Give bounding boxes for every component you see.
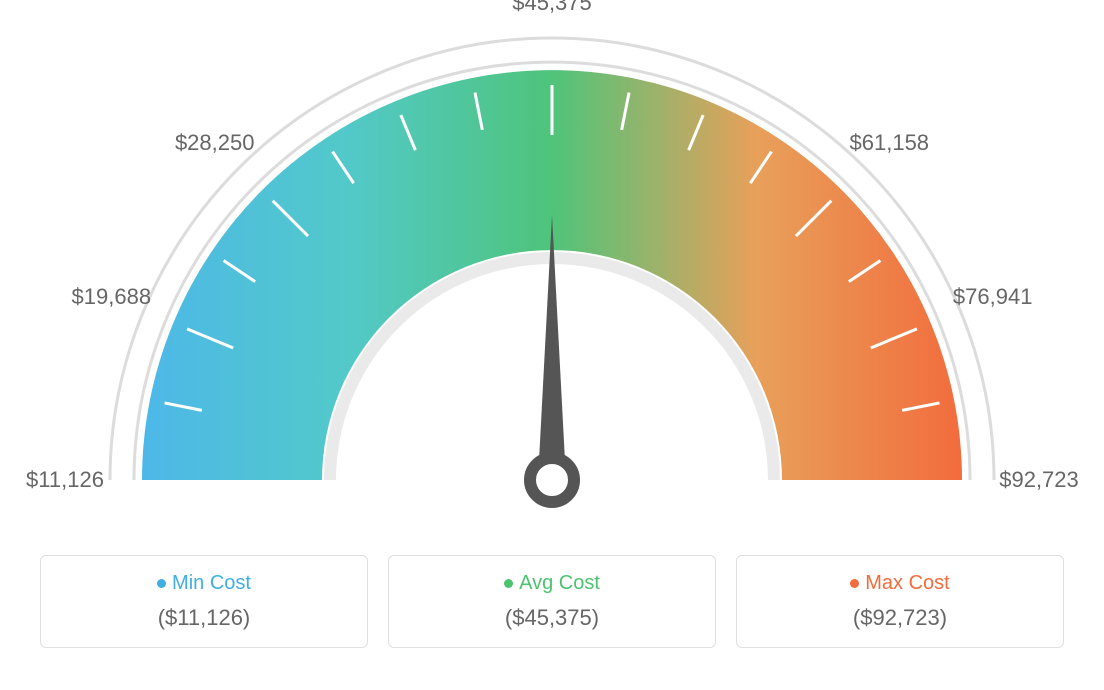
scale-label: $45,375 xyxy=(512,0,592,16)
legend-max-title-text: Max Cost xyxy=(865,572,949,594)
scale-label: $92,723 xyxy=(999,467,1079,493)
legend-min-title: Min Cost xyxy=(51,572,357,595)
legend-max: Max Cost ($92,723) xyxy=(736,555,1064,648)
dot-icon xyxy=(157,579,166,588)
legend-avg: Avg Cost ($45,375) xyxy=(388,555,716,648)
legend-avg-value: ($45,375) xyxy=(399,605,705,631)
legend-min-title-text: Min Cost xyxy=(172,572,251,594)
gauge-area: $11,126 $19,688 $28,250 $45,375 $61,158 $76,9… xyxy=(0,0,1104,530)
scale-label: $76,941 xyxy=(953,284,1033,310)
legend-min-value: ($11,126) xyxy=(51,605,357,631)
scale-label: $61,158 xyxy=(850,130,930,156)
legend-avg-title: Avg Cost xyxy=(399,572,705,595)
scale-label: $11,126 xyxy=(26,467,104,493)
dot-icon xyxy=(850,579,859,588)
legend-avg-title-text: Avg Cost xyxy=(519,572,600,594)
dot-icon xyxy=(504,579,513,588)
legend-min: Min Cost ($11,126) xyxy=(40,555,368,648)
gauge-svg xyxy=(0,0,1104,530)
legend-max-value: ($92,723) xyxy=(747,605,1053,631)
scale-label: $28,250 xyxy=(175,130,255,156)
legend-max-title: Max Cost xyxy=(747,572,1053,595)
chart-container: $11,126 $19,688 $28,250 $45,375 $61,158 $76,9… xyxy=(0,0,1104,690)
legend-row: Min Cost ($11,126) Avg Cost ($45,375) Ma… xyxy=(0,555,1104,648)
scale-label: $19,688 xyxy=(72,284,152,310)
